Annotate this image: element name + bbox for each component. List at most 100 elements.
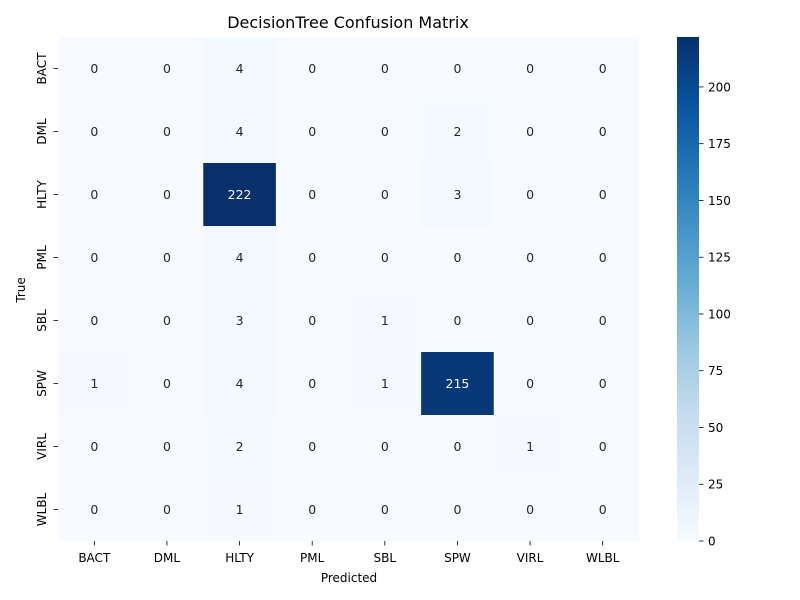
heatmap-cell (130, 289, 204, 353)
heatmap-cell (130, 100, 204, 164)
x-tick-label: HLTY (225, 551, 254, 565)
heatmap-cell (58, 37, 131, 101)
heatmap-cell (566, 163, 640, 227)
cell-value-label: 0 (526, 376, 534, 391)
y-tick-label: DML (35, 118, 49, 145)
colorbar-tick-label: 200 (708, 80, 731, 94)
heatmap-cell (348, 289, 422, 353)
cell-value-label: 222 (228, 187, 252, 202)
heatmap-cell (275, 226, 349, 290)
cell-value-label: 215 (446, 376, 470, 391)
x-axis-label: Predicted (321, 571, 377, 585)
heatmap-cell (203, 415, 277, 479)
cell-value-label: 0 (453, 502, 461, 517)
colorbar-tick-label: 50 (708, 421, 723, 435)
x-tick-label: SPW (444, 551, 471, 565)
cell-value-label: 0 (90, 250, 98, 265)
heatmap-cells (58, 37, 640, 542)
colorbar-tick-label: 25 (708, 478, 723, 492)
cell-value-label: 0 (308, 376, 316, 391)
cell-value-label: 0 (453, 250, 461, 265)
heatmap-cell (348, 352, 422, 416)
y-tick-label: VIRL (35, 433, 49, 460)
heatmap-cell (421, 289, 495, 353)
colorbar (677, 37, 699, 541)
cell-value-label: 4 (236, 250, 244, 265)
heatmap-cell (421, 226, 495, 290)
cell-value-label: 0 (163, 439, 171, 454)
cell-value-label: 0 (163, 502, 171, 517)
cell-value-label: 0 (90, 439, 98, 454)
heatmap-cell (421, 100, 495, 164)
colorbar-tick-label: 150 (708, 194, 731, 208)
heatmap-cell (130, 226, 204, 290)
cell-value-label: 0 (90, 502, 98, 517)
x-tick-label: VIRL (517, 551, 544, 565)
heatmap-cell (493, 289, 567, 353)
cell-value-label: 0 (453, 313, 461, 328)
heatmap-cell (275, 37, 349, 101)
cell-value-label: 0 (308, 187, 316, 202)
cell-value-label: 0 (381, 439, 389, 454)
cell-value-label: 0 (308, 439, 316, 454)
cell-value-label: 0 (308, 250, 316, 265)
heatmap-cell (348, 226, 422, 290)
heatmap-cell (130, 352, 204, 416)
cell-value-label: 1 (381, 313, 389, 328)
heatmap-cell (493, 226, 567, 290)
heatmap-cell (566, 100, 640, 164)
x-tick-label: DML (154, 551, 181, 565)
heatmap-cell (493, 37, 567, 101)
heatmap-cell (348, 100, 422, 164)
heatmap-cell (203, 478, 277, 542)
cell-value-label: 0 (163, 376, 171, 391)
cell-value-label: 1 (526, 439, 534, 454)
heatmap-cell (203, 352, 277, 416)
x-tick-label: PML (300, 551, 325, 565)
cell-value-label: 4 (236, 376, 244, 391)
colorbar-tick-label: 100 (708, 307, 731, 321)
heatmap-cell (275, 415, 349, 479)
colorbar-tick-label: 75 (708, 364, 723, 378)
heatmap-cell (348, 478, 422, 542)
heatmap-cell (58, 415, 131, 479)
x-tick-label: BACT (78, 551, 111, 565)
cell-value-label: 0 (90, 313, 98, 328)
cell-value-label: 0 (381, 187, 389, 202)
heatmap-cell (203, 163, 277, 227)
y-tick-label: BACT (35, 52, 49, 85)
cell-value-label: 0 (599, 376, 607, 391)
heatmap-cell (348, 163, 422, 227)
heatmap-cell (275, 478, 349, 542)
cell-value-label: 0 (163, 313, 171, 328)
heatmap-cell (203, 289, 277, 353)
heatmap-cell (421, 478, 495, 542)
colorbar-tick-label: 175 (708, 137, 731, 151)
cell-value-label: 0 (90, 124, 98, 139)
heatmap-cell (130, 163, 204, 227)
heatmap-cell (130, 37, 204, 101)
cell-value-label: 4 (236, 61, 244, 76)
heatmap-cell (566, 226, 640, 290)
cell-value-label: 0 (599, 61, 607, 76)
cell-value-label: 1 (90, 376, 98, 391)
cell-value-label: 0 (453, 61, 461, 76)
cell-value-label: 0 (90, 61, 98, 76)
cell-value-label: 0 (163, 61, 171, 76)
cell-value-label: 0 (599, 313, 607, 328)
heatmap-cell (58, 289, 131, 353)
heatmap-cell (130, 415, 204, 479)
colorbar-tick-label: 0 (708, 534, 716, 548)
cell-value-label: 0 (308, 313, 316, 328)
cell-value-label: 0 (163, 187, 171, 202)
cell-value-label: 3 (453, 187, 461, 202)
cell-value-label: 0 (599, 124, 607, 139)
x-tick-label: SBL (374, 551, 397, 565)
cell-value-label: 0 (381, 502, 389, 517)
cell-value-label: 0 (526, 313, 534, 328)
heatmap-cell (275, 352, 349, 416)
cell-value-label: 0 (526, 250, 534, 265)
heatmap-cell (493, 100, 567, 164)
heatmap-cell (275, 100, 349, 164)
